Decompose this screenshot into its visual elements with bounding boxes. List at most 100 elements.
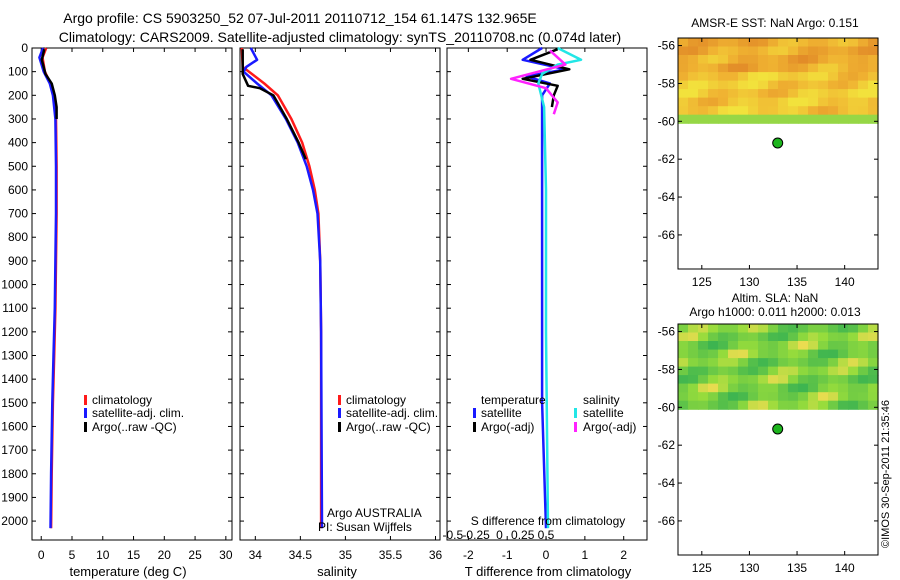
heatmap-cell	[748, 349, 759, 359]
salinity-panel: 34 34.5 35 35.5 36 salinity climatology sate…	[239, 47, 443, 579]
legend-swatch-sal-argo	[574, 422, 577, 432]
heatmap-cell	[828, 97, 839, 107]
heatmap-cell	[828, 332, 839, 342]
sla-map-subtitle: Argo h1000: 0.011 h2000: 0.013	[689, 305, 861, 319]
heatmap-cell	[818, 324, 829, 334]
heatmap-cell	[798, 332, 809, 342]
legend-label-sal-satellite: satellite	[583, 406, 624, 420]
heatmap-cell	[758, 366, 769, 376]
heatmap-cell	[858, 114, 869, 124]
depth-tick-label: 400	[8, 136, 28, 150]
heatmap-cell	[818, 63, 829, 73]
heatmap-cell	[768, 38, 779, 48]
legend-label-satellite: satellite-adj. clim.	[92, 406, 184, 420]
heatmap-cell	[868, 358, 879, 368]
heatmap-cell	[758, 332, 769, 342]
heatmap-cell	[688, 97, 699, 107]
heatmap-cell	[838, 106, 849, 116]
heatmap-cell	[788, 55, 799, 65]
argo-profile-location-marker	[772, 423, 784, 435]
heatmap-cell	[778, 400, 789, 410]
salinity-profile-lines	[240, 47, 324, 529]
depth-tick-label: 1400	[1, 372, 28, 386]
heatmap-cell	[768, 383, 779, 393]
heatmap-cell	[788, 400, 799, 410]
x-tick-label: 25	[188, 548, 202, 562]
heatmap-cell	[748, 324, 759, 334]
figure-subtitle: Climatology: CARS2009. Satellite-adjuste…	[59, 29, 621, 45]
heatmap-cell	[798, 358, 809, 368]
heatmap-cell	[748, 114, 759, 124]
heatmap-cell	[748, 55, 759, 65]
depth-tick-label: 800	[8, 230, 28, 244]
heatmap-cell	[718, 332, 729, 342]
heatmap-cell	[778, 375, 789, 385]
heatmap-cell	[758, 89, 769, 99]
heatmap-cell	[728, 366, 739, 376]
heatmap-cell	[778, 72, 789, 82]
heatmap-cell	[848, 383, 859, 393]
heatmap-cell	[858, 349, 869, 359]
heatmap-cell	[718, 55, 729, 65]
legend-swatch-argo	[338, 422, 341, 432]
legend-swatch-satellite	[338, 408, 341, 418]
heatmap-cell	[698, 375, 709, 385]
sla-map-panel: Altim. SLA: NaN Argo h1000: 0.011 h2000:…	[658, 291, 879, 575]
heatmap-cell	[678, 392, 689, 402]
legend-label-satellite: satellite-adj. clim.	[346, 406, 438, 420]
heatmap-cell	[858, 106, 869, 116]
s-difference-tick-label: 0.5	[538, 528, 555, 542]
x-tick-label: 20	[158, 548, 172, 562]
heatmap-cell	[778, 358, 789, 368]
heatmap-cell	[688, 383, 699, 393]
heatmap-cell	[778, 392, 789, 402]
heatmap-cell	[768, 332, 779, 342]
heatmap-cell	[698, 46, 709, 56]
heatmap-cell	[698, 97, 709, 107]
heatmap-cell	[718, 383, 729, 393]
heatmap-cell	[828, 383, 839, 393]
heatmap-cell	[738, 392, 749, 402]
depth-tick-label: 1800	[1, 467, 28, 481]
heatmap-cell	[828, 106, 839, 116]
heatmap-cell	[788, 46, 799, 56]
heatmap-cell	[698, 55, 709, 65]
heatmap-cell	[858, 89, 869, 99]
heatmap-cell	[838, 97, 849, 107]
x-tick-label: 30	[219, 548, 233, 562]
heatmap-cell	[868, 38, 879, 48]
heatmap-cell	[798, 383, 809, 393]
legend-label-climatology: climatology	[346, 393, 406, 407]
heatmap-cell	[818, 400, 829, 410]
heatmap-cell	[708, 80, 719, 90]
heatmap-cell	[858, 392, 869, 402]
heatmap-cell	[838, 324, 849, 334]
lat-tick-label: -58	[658, 362, 676, 376]
heatmap-cell	[788, 332, 799, 342]
heatmap-cell	[828, 114, 839, 124]
salinity-axis-ticks: 34 34.5 35 35.5 36	[249, 48, 443, 562]
legend-swatch-sal-satellite	[574, 408, 577, 418]
heatmap-cell	[808, 89, 819, 99]
heatmap-cell	[708, 324, 719, 334]
legend-swatch-satellite	[84, 408, 87, 418]
heatmap-cell	[868, 366, 879, 376]
heatmap-cell	[708, 97, 719, 107]
heatmap-cell	[698, 106, 709, 116]
heatmap-cell	[678, 114, 689, 124]
series-line-climatology	[240, 47, 323, 529]
heatmap-cell	[808, 46, 819, 56]
heatmap-cell	[688, 375, 699, 385]
heatmap-cell	[738, 324, 749, 334]
heatmap-cell	[858, 332, 869, 342]
heatmap-cell	[728, 358, 739, 368]
heatmap-cell	[808, 114, 819, 124]
heatmap-cell	[808, 72, 819, 82]
heatmap-cell	[728, 89, 739, 99]
x-tick-label: 36	[429, 548, 443, 562]
heatmap-cell	[708, 63, 719, 73]
heatmap-cell	[808, 80, 819, 90]
heatmap-cell	[858, 383, 869, 393]
heatmap-cell	[748, 366, 759, 376]
heatmap-cell	[818, 106, 829, 116]
